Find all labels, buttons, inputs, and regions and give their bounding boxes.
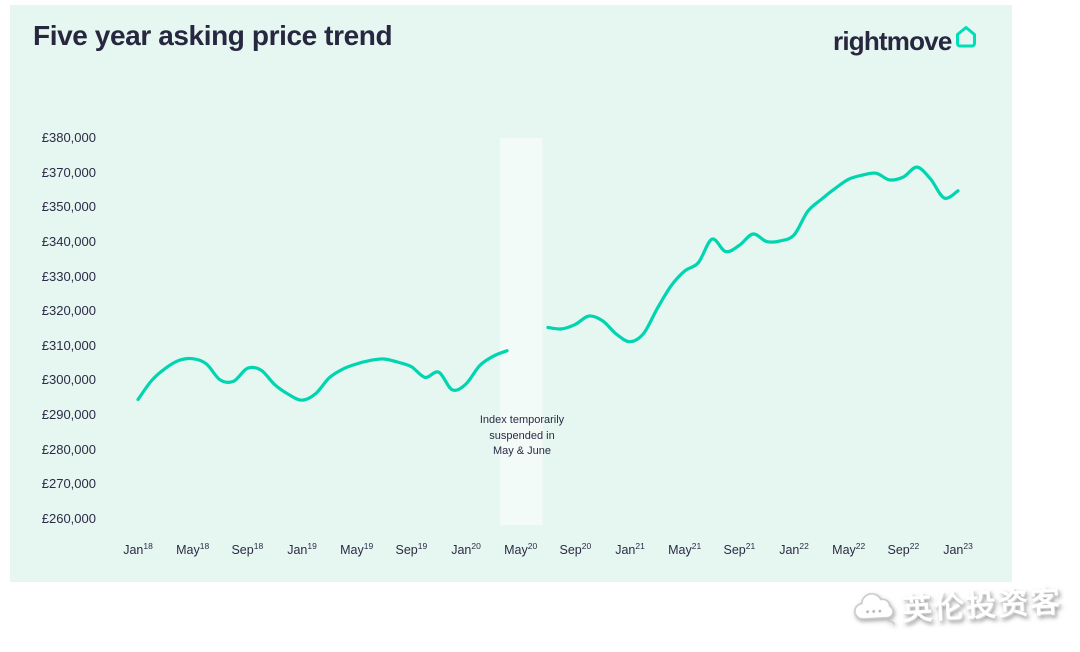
y-axis-label: £340,000: [41, 233, 96, 249]
x-axis-label-month: Sep: [723, 543, 746, 558]
x-axis-label-year: 21: [635, 541, 645, 551]
x-axis-label-year: 20: [581, 541, 592, 551]
x-axis-label: Jan21: [598, 541, 662, 557]
x-axis-label-year: 19: [307, 541, 317, 551]
suspension-annotation-line: Index temporarily: [479, 414, 565, 426]
cloud-logo-icon: [854, 593, 896, 625]
x-axis-label-month: Jan: [123, 543, 144, 558]
x-axis-label-year: 21: [691, 541, 702, 551]
x-axis-label-month: May: [176, 543, 200, 558]
trend-line-segment: [546, 165, 960, 344]
suspension-annotation-line: suspended in: [489, 429, 555, 442]
y-axis-label: £330,000: [41, 268, 96, 284]
suspension-annotation-line: May & June: [492, 445, 552, 457]
x-axis-label-year: 22: [799, 541, 809, 551]
watermark-text: 英伦投资客: [901, 585, 1063, 627]
x-axis-label-month: May: [504, 543, 528, 558]
x-axis-label-year: 19: [363, 541, 374, 551]
trend-line-segment: [136, 349, 509, 402]
x-axis-label: May18: [161, 541, 225, 557]
x-axis-label-month: Jan: [451, 543, 472, 558]
x-axis-label-year: 18: [253, 541, 264, 551]
x-axis-label-year: 19: [417, 541, 428, 551]
y-axis-label: £320,000: [41, 303, 96, 319]
suspended-period-band: [500, 138, 543, 525]
x-axis-label: Sep20: [543, 541, 607, 557]
y-axis-label: £290,000: [41, 407, 96, 423]
x-axis-label-year: 22: [909, 541, 920, 551]
x-axis-label-year: 18: [199, 541, 210, 551]
x-axis-label-month: Jan: [287, 543, 308, 558]
x-axis-label-year: 23: [963, 541, 973, 551]
page-title: Five year asking price trend: [33, 20, 393, 51]
suspension-annotation: Index temporarily suspended in May & Jun…: [447, 413, 597, 460]
y-axis-label: £260,000: [41, 511, 96, 527]
x-axis-label: May20: [489, 541, 553, 557]
x-axis-label: Sep19: [379, 541, 443, 557]
x-axis-label: Jan19: [270, 541, 334, 557]
y-axis-label: £310,000: [41, 337, 96, 353]
x-axis-label-month: Jan: [943, 543, 964, 558]
rightmove-house-icon: [956, 26, 977, 48]
x-axis-label-month: Sep: [887, 543, 910, 558]
x-axis-label-year: 20: [471, 541, 481, 551]
x-axis-label-month: May: [832, 543, 856, 558]
rightmove-logo-text: rightmove: [833, 26, 952, 56]
y-axis-label: £270,000: [41, 476, 96, 492]
x-axis-label-year: 21: [745, 541, 756, 551]
y-axis-label: £300,000: [41, 372, 96, 388]
x-axis-label-month: Jan: [615, 543, 636, 558]
x-axis-label: Jan23: [926, 541, 990, 557]
x-axis-label: Jan20: [434, 541, 498, 557]
price-trend-line-chart: [136, 138, 960, 525]
x-axis-label-month: Sep: [559, 543, 582, 558]
x-axis-label: Jan22: [762, 541, 826, 557]
y-axis-label: £280,000: [41, 441, 96, 457]
rightmove-logo: rightmove: [833, 26, 978, 57]
x-axis-label: Sep18: [215, 541, 279, 557]
x-axis-label-month: May: [340, 543, 364, 558]
x-axis-label-year: 20: [527, 541, 538, 551]
x-axis-label: May21: [653, 541, 717, 557]
x-axis-label-month: Jan: [779, 543, 800, 558]
y-axis-label: £380,000: [41, 130, 96, 145]
y-axis-label: £370,000: [41, 164, 96, 180]
x-axis-label: May19: [325, 541, 389, 557]
x-axis-label-month: Sep: [231, 543, 254, 558]
x-axis-label-year: 22: [855, 541, 866, 551]
x-axis-label: Sep21: [707, 541, 771, 557]
x-axis-label: Jan18: [106, 541, 170, 557]
x-axis-label-month: May: [668, 543, 692, 558]
x-axis-label-year: 18: [143, 541, 153, 551]
x-axis-label-month: Sep: [395, 543, 418, 558]
y-axis-label: £350,000: [41, 199, 96, 215]
watermark: 英伦投资客: [851, 577, 1063, 632]
x-axis-label: Sep22: [871, 541, 935, 557]
x-axis-label: May22: [817, 541, 881, 557]
